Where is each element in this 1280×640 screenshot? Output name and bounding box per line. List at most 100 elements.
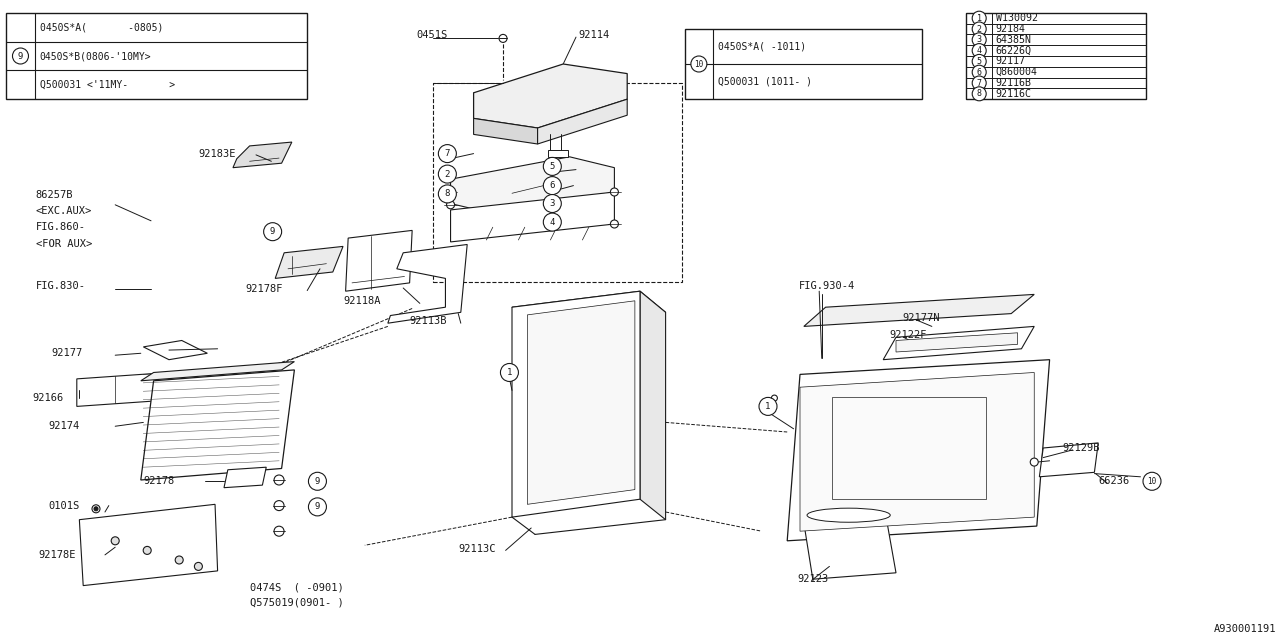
Polygon shape (896, 333, 1018, 352)
Text: 0474S  ( -0901): 0474S ( -0901) (250, 582, 343, 593)
Polygon shape (474, 64, 627, 128)
Text: 2: 2 (444, 170, 451, 179)
Text: 66236: 66236 (1098, 476, 1129, 486)
Text: 92114: 92114 (579, 30, 609, 40)
Polygon shape (346, 230, 412, 291)
Circle shape (973, 76, 986, 90)
Text: 92177: 92177 (51, 348, 82, 358)
Text: 92118A: 92118A (343, 296, 380, 306)
Polygon shape (512, 291, 666, 328)
Polygon shape (141, 370, 294, 480)
Polygon shape (474, 118, 538, 144)
Circle shape (438, 145, 457, 163)
Polygon shape (512, 291, 640, 517)
Polygon shape (883, 326, 1034, 360)
Polygon shape (77, 372, 169, 406)
Circle shape (611, 188, 618, 196)
Text: 0450S*B(0806-'10MY>: 0450S*B(0806-'10MY> (40, 51, 151, 61)
Text: 10: 10 (1147, 477, 1157, 486)
Text: 0450S*A( -1011): 0450S*A( -1011) (718, 42, 806, 51)
Text: 64385N: 64385N (996, 35, 1032, 45)
Text: 1: 1 (507, 368, 512, 377)
Text: 6: 6 (977, 68, 982, 77)
Text: 92183E: 92183E (198, 148, 236, 159)
Text: Q500031 <'11MY-       >: Q500031 <'11MY- > (40, 80, 175, 90)
Text: 8: 8 (977, 90, 982, 99)
Circle shape (1030, 458, 1038, 466)
Text: FIG.930-4: FIG.930-4 (799, 281, 855, 291)
Text: 92113B: 92113B (410, 316, 447, 326)
Text: 0101S: 0101S (49, 500, 79, 511)
Polygon shape (787, 360, 1050, 541)
Circle shape (438, 185, 457, 203)
Polygon shape (451, 192, 614, 242)
Text: W130092: W130092 (996, 13, 1038, 23)
Circle shape (274, 475, 284, 485)
Circle shape (447, 201, 454, 209)
Text: 9: 9 (315, 502, 320, 511)
Text: 92177N: 92177N (902, 313, 940, 323)
Circle shape (438, 165, 457, 183)
Polygon shape (804, 294, 1034, 326)
Text: Q860004: Q860004 (996, 67, 1038, 77)
Polygon shape (527, 301, 635, 504)
Text: A930001191: A930001191 (1213, 624, 1276, 634)
Text: 8: 8 (444, 189, 451, 198)
Text: FIG.860-: FIG.860- (36, 222, 86, 232)
Text: 7: 7 (444, 149, 451, 158)
Text: <FOR AUX>: <FOR AUX> (36, 239, 92, 250)
Text: 4: 4 (977, 46, 982, 55)
Text: 1: 1 (977, 13, 982, 22)
Circle shape (308, 498, 326, 516)
Circle shape (772, 395, 777, 401)
Text: 9: 9 (315, 477, 320, 486)
Text: 92174: 92174 (49, 421, 79, 431)
Circle shape (973, 33, 986, 47)
Circle shape (1143, 472, 1161, 490)
Text: 3: 3 (549, 199, 556, 208)
Bar (6, 13, 307, 99)
Circle shape (111, 537, 119, 545)
Circle shape (543, 195, 562, 212)
Circle shape (274, 500, 284, 511)
Text: 92116B: 92116B (996, 78, 1032, 88)
Text: 6: 6 (549, 181, 556, 190)
Text: Q500031 (1011- ): Q500031 (1011- ) (718, 77, 812, 86)
Circle shape (13, 48, 28, 64)
Circle shape (264, 223, 282, 241)
Polygon shape (79, 504, 218, 586)
Polygon shape (388, 244, 467, 323)
Text: 7: 7 (977, 79, 982, 88)
Text: 0451S: 0451S (416, 30, 447, 40)
Polygon shape (640, 291, 666, 520)
Text: 9: 9 (270, 227, 275, 236)
Bar (548, 150, 568, 157)
Ellipse shape (808, 508, 891, 522)
Text: 92178: 92178 (143, 476, 174, 486)
Text: 92117: 92117 (996, 56, 1025, 67)
Text: 10: 10 (694, 60, 704, 68)
Text: 0450S*A(       -0805): 0450S*A( -0805) (40, 22, 163, 32)
Text: 92129B: 92129B (1062, 443, 1100, 453)
Polygon shape (451, 157, 614, 214)
Circle shape (973, 44, 986, 58)
Text: 5: 5 (977, 57, 982, 66)
Text: 92123: 92123 (797, 574, 828, 584)
Text: Q575019(0901- ): Q575019(0901- ) (250, 598, 343, 608)
Circle shape (973, 12, 986, 25)
Text: 92122F: 92122F (890, 330, 927, 340)
Text: 4: 4 (549, 218, 556, 227)
Text: 92116C: 92116C (996, 89, 1032, 99)
Polygon shape (538, 99, 627, 144)
Circle shape (759, 397, 777, 415)
Bar (966, 13, 1146, 99)
Text: 92113C: 92113C (458, 544, 495, 554)
Circle shape (973, 65, 986, 79)
Polygon shape (224, 467, 266, 488)
Text: 5: 5 (549, 162, 556, 171)
Circle shape (175, 556, 183, 564)
Polygon shape (141, 362, 294, 381)
Circle shape (500, 364, 518, 381)
Circle shape (543, 213, 562, 231)
Polygon shape (275, 246, 343, 278)
